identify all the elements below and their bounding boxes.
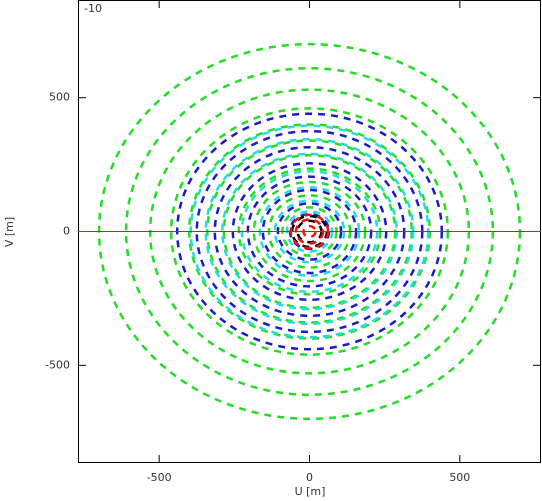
x-axis-label: U [m] [295,485,326,498]
y-tick-label: 500 [49,91,70,104]
x-tick-label: 0 [306,471,313,484]
y-tick-label: 0 [63,225,70,238]
x-tick-label: -500 [147,471,172,484]
y-tick-label: -500 [45,358,70,371]
y-axis-label: V [m] [3,217,16,247]
annotation: -10 [84,2,102,15]
x-tick-label: 500 [449,471,470,484]
